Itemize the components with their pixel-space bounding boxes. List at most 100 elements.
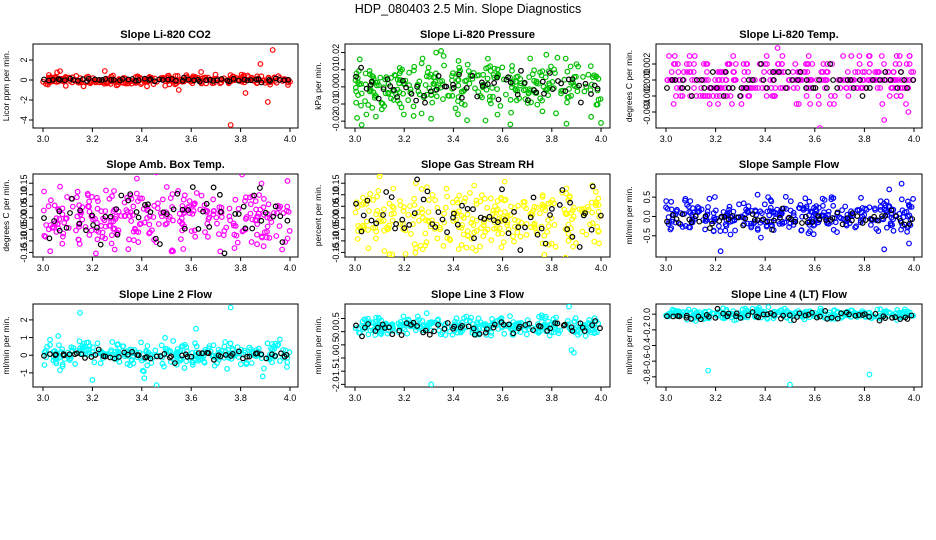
reference-point (834, 209, 841, 216)
data-point (374, 193, 381, 200)
data-point (454, 77, 461, 83)
reference-point (433, 86, 440, 93)
data-point (110, 226, 117, 232)
reference-point (809, 219, 816, 225)
data-point (832, 219, 839, 226)
reference-point (241, 76, 248, 83)
reference-point (589, 183, 596, 190)
data-point (425, 64, 432, 71)
data-point (408, 230, 414, 237)
x-tick-label: 4.0 (595, 134, 608, 144)
data-point (539, 192, 546, 199)
data-point (897, 93, 904, 99)
reference-point (556, 201, 563, 208)
reference-point (459, 94, 465, 101)
data-point (888, 85, 895, 91)
data-point (795, 101, 802, 107)
data-point (243, 215, 249, 222)
data-point (583, 231, 590, 238)
data-point (676, 77, 682, 83)
data-point (829, 61, 835, 67)
data-point (177, 236, 184, 243)
data-point (444, 193, 451, 200)
reference-point (889, 314, 895, 321)
data-point (726, 61, 733, 67)
reference-point (578, 99, 584, 106)
reference-point (564, 226, 571, 233)
outlier-point (906, 240, 912, 247)
data-point (596, 240, 602, 247)
reference-point (533, 89, 540, 96)
data-point (168, 248, 175, 255)
data-point (511, 216, 518, 223)
y-tick-label: -0.01 (331, 94, 341, 115)
data-point (74, 213, 81, 220)
reference-point (797, 69, 804, 75)
data-point (595, 96, 602, 103)
reference-point (222, 352, 229, 358)
data-point (776, 212, 783, 219)
y-tick-label: 0.000 (642, 69, 652, 92)
reference-point (414, 83, 421, 90)
data-point (447, 328, 453, 335)
reference-point (721, 213, 728, 220)
data-point (697, 93, 704, 99)
data-point (419, 318, 426, 324)
reference-point (89, 212, 95, 219)
data-point (423, 310, 430, 317)
y-tick-label: 0.5 (331, 312, 341, 325)
reference-point (244, 77, 251, 84)
data-point (497, 102, 504, 109)
data-point (677, 93, 684, 99)
data-point (228, 355, 235, 362)
data-point (800, 205, 807, 212)
data-point (663, 198, 670, 205)
data-point (366, 67, 373, 74)
data-point (545, 223, 552, 230)
y-tick-label: -0.2 (642, 322, 652, 338)
data-point (464, 117, 471, 124)
x-tick-label: 3.4 (136, 393, 149, 403)
reference-point (206, 76, 213, 83)
reference-point (785, 69, 791, 75)
reference-point (278, 350, 284, 357)
data-point (815, 101, 822, 107)
reference-point (363, 85, 370, 92)
data-point (94, 236, 101, 243)
reference-point (737, 93, 743, 99)
reference-point (771, 217, 777, 224)
data-point (65, 224, 72, 231)
data-point (866, 53, 872, 59)
y-tick-label: -1.0 (331, 350, 341, 366)
data-point (140, 368, 147, 375)
reference-point (495, 96, 502, 103)
data-point (509, 63, 515, 69)
data-point (563, 120, 570, 127)
data-point (478, 192, 485, 199)
data-point (872, 69, 879, 75)
reference-point (463, 84, 470, 91)
reference-point (755, 314, 762, 321)
data-point (552, 243, 559, 250)
reference-point (872, 310, 879, 317)
data-point (684, 308, 690, 315)
reference-point (527, 214, 534, 221)
reference-point (709, 69, 716, 75)
reference-point (720, 310, 726, 317)
reference-point (96, 76, 103, 83)
reference-point (270, 213, 277, 220)
reference-point (235, 77, 242, 84)
data-point (376, 315, 383, 322)
reference-point (828, 314, 835, 321)
figure-title: HDP_080403 2.5 Min. Slope Diagnostics (355, 2, 582, 16)
reference-point (414, 176, 421, 183)
reference-point (526, 320, 533, 327)
data-point (535, 80, 541, 87)
data-point (905, 109, 912, 115)
data-point (369, 104, 376, 111)
data-point (675, 69, 682, 75)
data-point (541, 232, 548, 239)
reference-point (119, 76, 126, 82)
outlier-point (566, 304, 572, 310)
y-tick-label: 0.05 (19, 198, 29, 216)
